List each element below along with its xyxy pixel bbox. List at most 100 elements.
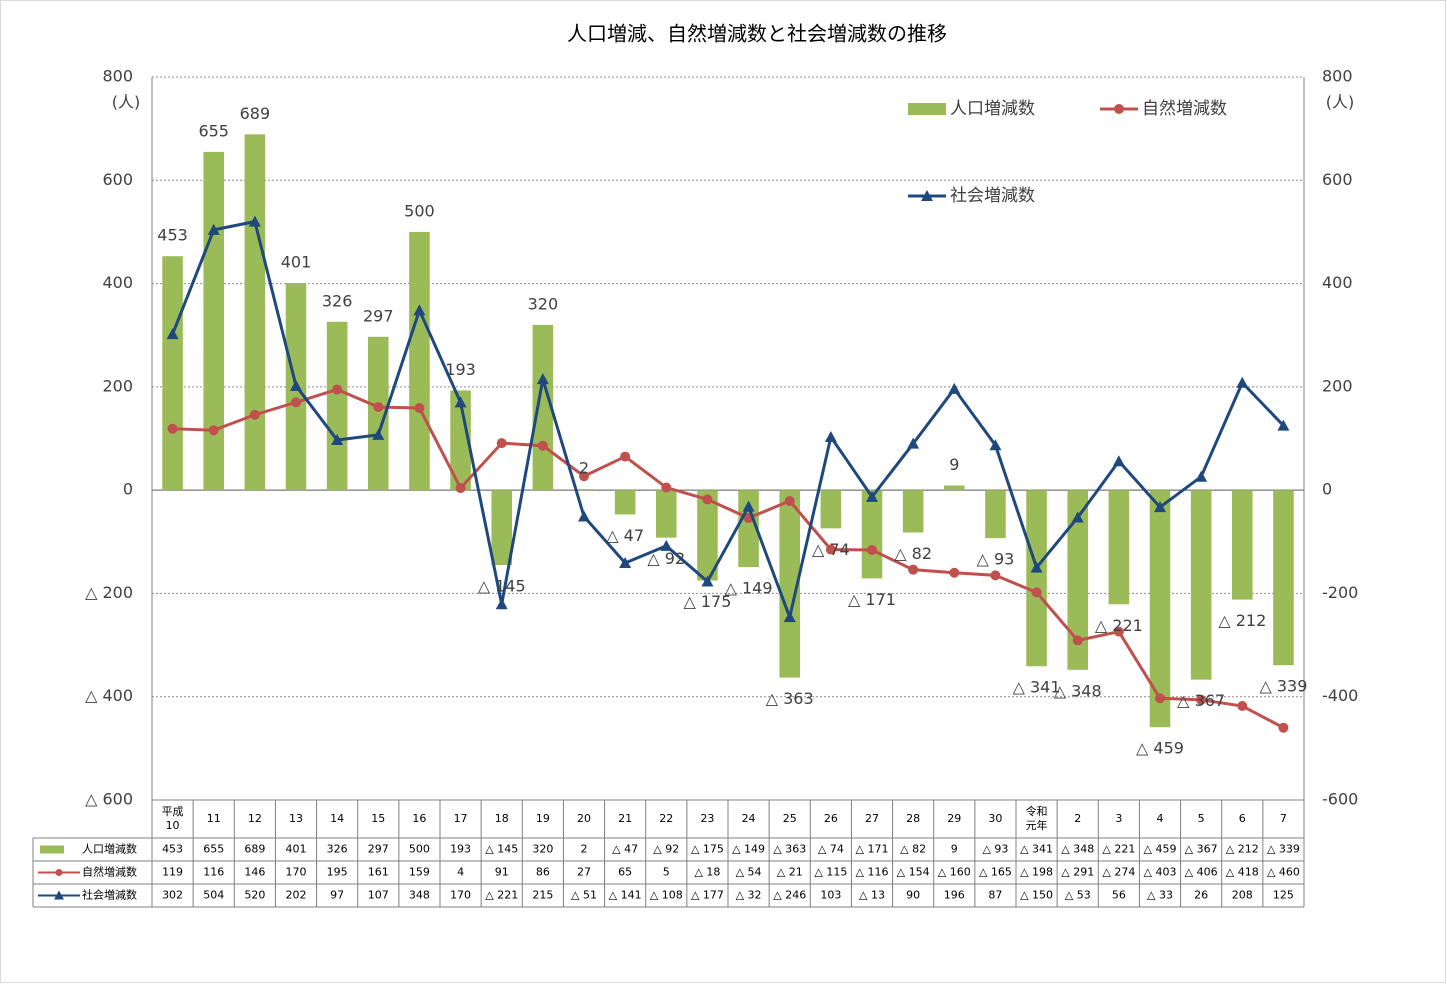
marker xyxy=(1195,470,1208,482)
y-tick-label: 0 xyxy=(123,480,133,499)
data-label: 193 xyxy=(445,360,476,379)
table-cell: 202 xyxy=(286,889,307,902)
line xyxy=(172,387,1285,730)
x-tick-label: 18 xyxy=(495,812,509,825)
marker xyxy=(661,482,672,493)
x-tick-label: 17 xyxy=(454,812,468,825)
table-cell: 56 xyxy=(1112,889,1126,902)
x-tick-label: 25 xyxy=(783,812,797,825)
table-cell: △ 348 xyxy=(1061,843,1094,856)
table-cell: △ 32 xyxy=(736,889,762,902)
table-cell: △ 221 xyxy=(1102,843,1135,856)
marker xyxy=(701,575,714,587)
data-label: 9 xyxy=(949,455,959,474)
marker xyxy=(1278,722,1289,733)
marker xyxy=(783,611,796,623)
marker xyxy=(1030,561,1043,573)
bar xyxy=(1108,490,1130,605)
table-cell: △ 116 xyxy=(856,866,889,879)
table-cell: △ 175 xyxy=(691,843,724,856)
data-label: △ 212 xyxy=(1218,611,1266,630)
marker xyxy=(907,437,920,449)
bar xyxy=(491,490,512,566)
table-cell: △ 367 xyxy=(1185,843,1218,856)
table-cell: △ 21 xyxy=(777,866,803,879)
table-cell: 107 xyxy=(368,889,389,902)
y2-tick-label: 800 xyxy=(1322,67,1353,86)
table-cell: 170 xyxy=(450,889,471,902)
x-tick-label: 16 xyxy=(412,812,426,825)
x-tick-label: 11 xyxy=(207,812,221,825)
data-label: △ 149 xyxy=(725,579,773,598)
table-cell: 65 xyxy=(618,866,632,879)
marker xyxy=(1071,511,1084,523)
x-tick-label: 19 xyxy=(536,812,550,825)
y-tick-label: △ 200 xyxy=(85,583,133,602)
marker xyxy=(1154,501,1166,513)
marker xyxy=(248,215,261,227)
table-cell: △ 403 xyxy=(1144,866,1177,879)
y-unit: (人) xyxy=(112,93,141,112)
table-cell: △ 459 xyxy=(1144,843,1177,856)
table-cell: △ 212 xyxy=(1226,843,1259,856)
table-cell: △ 246 xyxy=(773,889,806,902)
marker xyxy=(1277,419,1290,431)
table-key xyxy=(40,845,64,854)
x-tick-label: 2 xyxy=(1074,812,1081,825)
table-cell: △ 115 xyxy=(814,866,847,879)
table-cell: △ 221 xyxy=(485,889,518,902)
table-cell: △ 291 xyxy=(1061,866,1094,879)
table-cell: △ 150 xyxy=(1020,889,1053,902)
table-cell: △ 198 xyxy=(1020,866,1053,879)
table-cell: 103 xyxy=(820,889,841,902)
table-cell: 401 xyxy=(286,843,307,856)
marker xyxy=(1196,694,1207,705)
marker xyxy=(536,373,549,385)
bar xyxy=(656,490,677,538)
table-cell: 520 xyxy=(244,889,265,902)
data-label: △ 175 xyxy=(683,592,731,611)
bar xyxy=(244,134,266,491)
x-tick-label: 28 xyxy=(906,812,920,825)
table-cell: 453 xyxy=(162,843,183,856)
data-label: △ 341 xyxy=(1013,678,1061,697)
bar xyxy=(1026,490,1047,667)
table-row-label: 人口増減数 xyxy=(82,842,137,856)
table-cell: △ 145 xyxy=(485,843,518,856)
data-label: △ 363 xyxy=(766,689,814,708)
table-cell: 326 xyxy=(327,843,348,856)
table-cell: △ 93 xyxy=(982,843,1008,856)
table-cell: 193 xyxy=(450,843,471,856)
table-row-label: 社会増減数 xyxy=(82,888,137,902)
table-cell: △ 92 xyxy=(653,843,679,856)
data-label: △ 339 xyxy=(1259,677,1307,696)
bar xyxy=(326,321,348,491)
bar xyxy=(614,490,636,515)
table-cell: △ 418 xyxy=(1226,866,1259,879)
marker xyxy=(1072,635,1083,646)
x-tick-label: 7 xyxy=(1280,812,1287,825)
chart-title: 人口増減、自然増減数と社会増減数の推移 xyxy=(567,22,947,46)
line xyxy=(171,219,1285,623)
marker xyxy=(167,423,178,434)
bar xyxy=(985,490,1006,539)
legend-key xyxy=(1114,104,1124,114)
table-cell: △ 51 xyxy=(571,889,597,902)
table-cell: 119 xyxy=(162,866,183,879)
table-cell: △ 141 xyxy=(609,889,642,902)
marker xyxy=(619,556,632,568)
marker xyxy=(1155,693,1165,704)
x-tick-label: 29 xyxy=(947,812,961,825)
x-tick-label: 3 xyxy=(1115,812,1122,825)
bar xyxy=(1232,490,1253,600)
marker xyxy=(1236,376,1249,388)
data-label: 689 xyxy=(240,104,271,123)
bar xyxy=(1149,490,1171,728)
x-tick-label: 4 xyxy=(1157,812,1164,825)
marker xyxy=(166,328,179,340)
data-label: 401 xyxy=(281,253,312,272)
bar xyxy=(779,490,800,678)
marker xyxy=(742,500,755,512)
x-tick-label: 15 xyxy=(371,812,385,825)
